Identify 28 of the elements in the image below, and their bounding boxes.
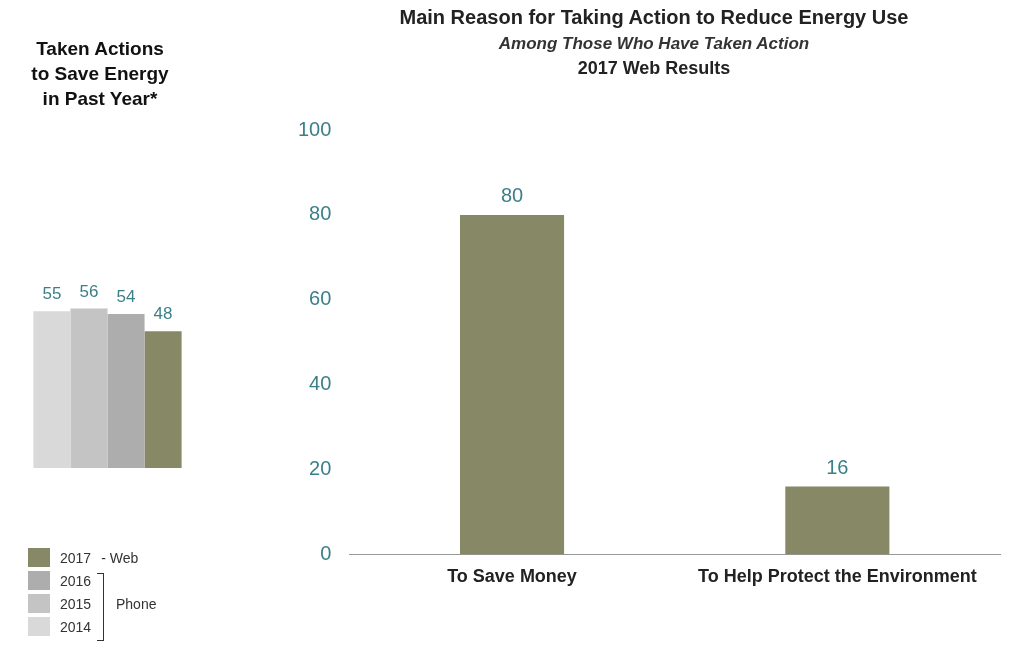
legend-label: 2016 xyxy=(60,572,92,589)
legend-label: 2015 xyxy=(60,595,92,612)
y-tick-label: 40 xyxy=(309,372,332,395)
chart-subtitle: Among Those Who Have Taken Action xyxy=(497,34,811,54)
legend-label: 2014 xyxy=(60,618,92,635)
bar xyxy=(70,308,108,468)
data-label: 16 xyxy=(826,456,849,479)
chart-title: Taken Actions to Save Energy in Past Year* xyxy=(30,37,170,111)
y-tick-label: 20 xyxy=(309,457,332,480)
data-label: 80 xyxy=(500,184,524,207)
bar xyxy=(33,311,71,468)
bar xyxy=(107,314,145,468)
legend-label: 2017 xyxy=(60,549,92,566)
y-tick-label: 0 xyxy=(320,541,332,564)
text: Phone xyxy=(116,596,157,612)
data-label: 54 xyxy=(116,287,136,307)
text: 2017 Web Results xyxy=(576,58,732,79)
y-tick-label: 100 xyxy=(297,117,332,140)
data-label: 48 xyxy=(153,304,173,324)
text: - Web xyxy=(101,549,139,566)
bar xyxy=(144,331,182,468)
data-label: 56 xyxy=(79,281,99,301)
x-tick-label: To Help Protect the Environment xyxy=(697,566,977,587)
x-tick-label: To Save Money xyxy=(447,566,577,587)
chart-title: Main Reason for Taking Action to Reduce Energy Use xyxy=(398,6,910,29)
data-label: 55 xyxy=(42,284,62,304)
y-tick-label: 60 xyxy=(309,287,332,310)
y-tick-label: 80 xyxy=(309,202,332,225)
